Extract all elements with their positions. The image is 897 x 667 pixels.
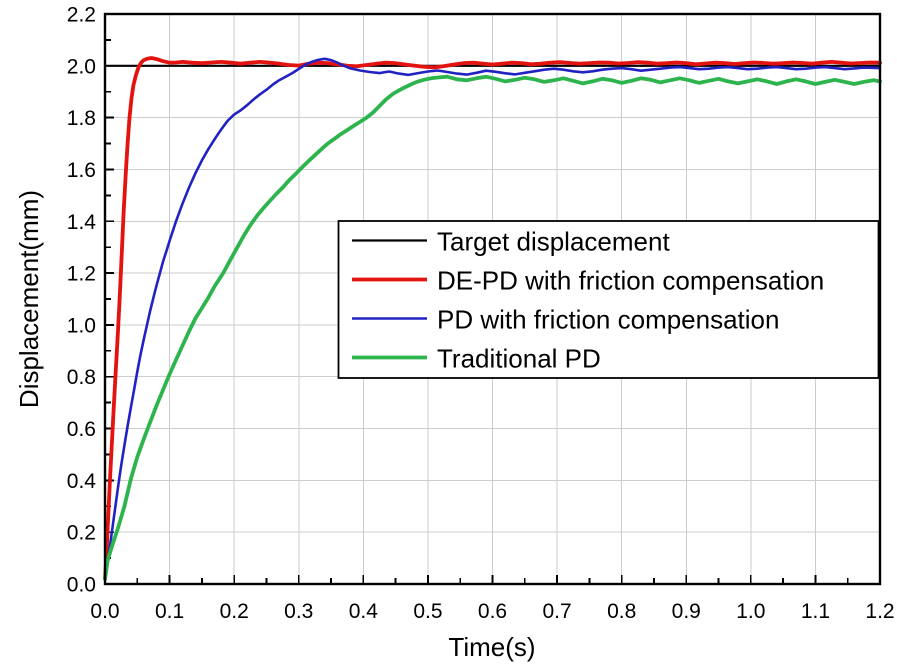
x-tick-label: 0.9 [672, 600, 701, 623]
series-lines [103, 56, 882, 581]
x-tick-label: 1.1 [801, 600, 830, 623]
legend-label: DE-PD with friction compensation [437, 266, 824, 296]
series-line [103, 74, 882, 581]
x-tick-label: 0.0 [90, 600, 119, 623]
x-tick-label: 0.8 [607, 600, 636, 623]
legend: Target displacement DE-PD with friction … [337, 220, 880, 379]
x-tick-label: 0.3 [284, 600, 313, 623]
x-tick-label: 0.1 [155, 600, 184, 623]
y-tick-label: 1.8 [67, 107, 96, 130]
legend-label: Target displacement [437, 227, 670, 257]
plot-border [103, 12, 882, 586]
x-tick-label: 0.4 [349, 600, 379, 623]
series-line [103, 56, 882, 581]
y-tick-label: 1.4 [67, 211, 97, 234]
legend-label: PD with friction compensation [437, 305, 779, 335]
y-tick-label: 1.0 [67, 314, 96, 337]
y-tick-label: 0.6 [67, 418, 96, 441]
y-tick-label: 1.6 [67, 159, 96, 182]
legend-entry: Target displacement [352, 227, 670, 257]
legend-entry: Traditional PD [352, 344, 601, 374]
y-tick-label: 0.8 [67, 366, 96, 389]
x-tick-label: 1.0 [736, 600, 765, 623]
x-tick-label: 0.6 [478, 600, 507, 623]
y-axis-title: Displacement(mm) [14, 190, 44, 408]
x-axis-title: Time(s) [448, 632, 535, 662]
x-tick-label: 1.2 [865, 600, 894, 623]
legend-entry: DE-PD with friction compensation [352, 266, 824, 296]
y-tick-labels: 0.0 0.2 0.4 0.6 0.8 1.0 1.2 1.4 1.6 1.8 2.0 2.2 [67, 4, 97, 597]
legend-entry: PD with friction compensation [352, 305, 779, 335]
legend-box [337, 220, 880, 379]
y-tick-label: 0.2 [67, 522, 96, 545]
y-tick-label: 2.2 [67, 4, 96, 27]
y-tick-label: 2.0 [67, 55, 96, 78]
y-tick-label: 0.0 [67, 574, 96, 597]
y-tick-label: 0.4 [67, 470, 97, 493]
legend-label: Traditional PD [437, 344, 601, 374]
x-tick-label: 0.7 [542, 600, 571, 623]
series-line [103, 57, 882, 581]
x-tick-label: 0.2 [220, 600, 249, 623]
x-tick-label: 0.5 [413, 600, 442, 623]
x-tick-labels: 0.0 0.1 0.2 0.3 0.4 0.5 0.6 0.7 0.8 0.9 1.0 1.1 1.2 [90, 600, 894, 623]
y-tick-label: 1.2 [67, 263, 96, 286]
